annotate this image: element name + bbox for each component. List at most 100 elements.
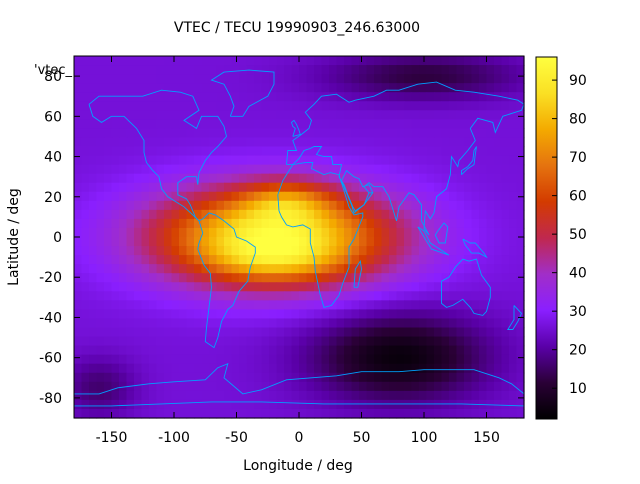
heat-cell	[231, 74, 240, 84]
heat-cell	[141, 128, 150, 139]
heat-cell	[486, 119, 495, 129]
heat-cell	[164, 200, 173, 211]
heat-cell	[239, 191, 248, 202]
heat-cell	[351, 83, 360, 93]
heat-cell	[284, 345, 293, 356]
y-tick-label: 60	[44, 109, 62, 125]
heat-cell	[486, 390, 495, 401]
heat-cell	[141, 246, 150, 256]
heat-cell	[134, 354, 143, 365]
heat-cell	[201, 218, 210, 229]
heat-cell	[426, 191, 435, 202]
heat-cell	[261, 119, 270, 129]
heat-cell	[239, 146, 248, 157]
heat-cell	[126, 336, 135, 347]
heat-cell	[449, 282, 458, 292]
heat-cell	[119, 399, 128, 410]
heat-cell	[209, 300, 218, 310]
heat-cell	[516, 173, 525, 184]
heat-cell	[89, 354, 98, 365]
heat-cell	[111, 381, 120, 392]
heat-cell	[381, 146, 390, 157]
heat-cell	[171, 137, 180, 148]
heat-cell	[134, 246, 143, 256]
heat-cell	[269, 209, 278, 220]
heat-cell	[426, 83, 435, 93]
heat-cell	[239, 390, 248, 401]
heat-cell	[164, 327, 173, 338]
heat-cell	[411, 65, 420, 75]
heat-cell	[314, 354, 323, 365]
heat-cell	[509, 92, 518, 102]
heat-cell	[254, 119, 263, 129]
heat-cell	[171, 291, 180, 301]
heat-cell	[194, 318, 203, 329]
heat-cell	[366, 173, 375, 184]
heat-cell	[336, 101, 345, 111]
heat-cell	[164, 246, 173, 256]
heat-cell	[321, 83, 330, 93]
heat-cell	[374, 56, 383, 66]
heat-cell	[164, 363, 173, 374]
coastline-overlay	[74, 69, 525, 407]
heat-cell	[486, 155, 495, 166]
heat-cell	[456, 309, 465, 320]
heat-cell	[464, 408, 473, 419]
heat-cell	[186, 209, 195, 220]
heat-cell	[411, 354, 420, 365]
heat-cell	[344, 372, 353, 383]
heat-cell	[201, 56, 210, 66]
heat-cell	[156, 200, 165, 211]
heat-cell	[164, 164, 173, 175]
heat-cell	[434, 182, 443, 193]
heat-cell	[171, 246, 180, 256]
heat-cell	[299, 173, 308, 184]
coastline-greenland	[210, 69, 275, 117]
heat-cell	[179, 399, 188, 410]
heat-cell	[164, 354, 173, 365]
heat-cell	[194, 227, 203, 238]
heat-cell	[81, 56, 90, 66]
heat-cell	[299, 282, 308, 292]
heat-cell	[239, 345, 248, 356]
heat-cell	[494, 264, 503, 274]
heat-cell	[89, 182, 98, 193]
heat-cell	[224, 227, 233, 238]
heat-cell	[81, 119, 90, 129]
heat-cell	[104, 56, 113, 66]
heat-cell	[374, 110, 383, 120]
heat-cell	[419, 282, 428, 292]
heat-cell	[231, 291, 240, 301]
coastline-great-britain	[290, 119, 301, 137]
heat-cell	[104, 146, 113, 157]
heat-cell	[104, 65, 113, 75]
heat-cell	[389, 237, 398, 247]
heat-cell	[501, 164, 510, 175]
heat-cell	[126, 345, 135, 356]
heat-cell	[291, 83, 300, 93]
heat-cell	[366, 164, 375, 175]
heat-cell	[501, 390, 510, 401]
heat-cell	[194, 92, 203, 102]
heat-cell	[516, 227, 525, 238]
heat-cell	[351, 182, 360, 193]
heat-cell	[336, 137, 345, 148]
heat-cell	[501, 372, 510, 383]
heat-cell	[321, 282, 330, 292]
heat-cell	[381, 381, 390, 392]
heat-cell	[194, 218, 203, 229]
heat-cell	[194, 164, 203, 175]
heat-cell	[471, 354, 480, 365]
heat-cell	[501, 318, 510, 329]
heat-cell	[194, 363, 203, 374]
heat-cell	[441, 164, 450, 175]
heat-cell	[359, 291, 368, 301]
heat-cell	[404, 237, 413, 247]
heat-cell	[291, 209, 300, 220]
heat-cell	[396, 182, 405, 193]
heat-cell	[404, 218, 413, 229]
heat-cell	[246, 191, 255, 202]
heat-cell	[359, 381, 368, 392]
heat-cell	[351, 399, 360, 410]
heat-cell	[359, 164, 368, 175]
